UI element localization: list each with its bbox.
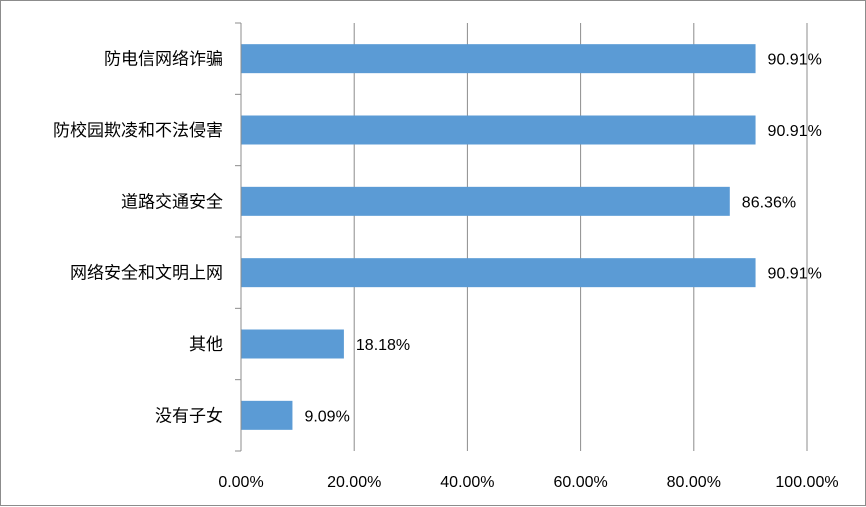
- data-label: 18.18%: [356, 337, 410, 354]
- bar-3: [241, 258, 756, 288]
- x-tick-label: 80.00%: [667, 474, 721, 491]
- category-label: 没有子女: [155, 406, 223, 426]
- data-label: 86.36%: [742, 194, 796, 211]
- bar-1: [241, 115, 756, 145]
- bar-0: [241, 44, 756, 74]
- data-label: 90.91%: [768, 266, 822, 283]
- x-tick-label: 40.00%: [440, 474, 494, 491]
- bar-layer: [241, 44, 756, 430]
- bar-5: [241, 400, 293, 430]
- axis-layer: [235, 22, 242, 452]
- bar-4: [241, 329, 344, 359]
- bar-2: [241, 186, 730, 216]
- x-tick-label: 60.00%: [553, 474, 607, 491]
- category-label: 防电信网络诈骗: [104, 50, 223, 70]
- label-layer: 0.00% 20.00% 40.00% 60.00% 80.00% 100.00% 防电信网…: [53, 50, 839, 491]
- category-label: 道路交通安全: [121, 192, 223, 212]
- data-label: 9.09%: [304, 408, 349, 425]
- data-label: 90.91%: [768, 52, 822, 69]
- category-label: 防校园欺凌和不法侵害: [53, 121, 223, 141]
- category-label: 网络安全和文明上网: [70, 264, 223, 284]
- grid-layer: [353, 23, 808, 451]
- category-label: 其他: [189, 335, 223, 355]
- x-tick-label: 20.00%: [327, 474, 381, 491]
- data-label: 90.91%: [768, 123, 822, 140]
- x-tick-label: 100.00%: [775, 474, 838, 491]
- x-tick-label: 0.00%: [218, 474, 263, 491]
